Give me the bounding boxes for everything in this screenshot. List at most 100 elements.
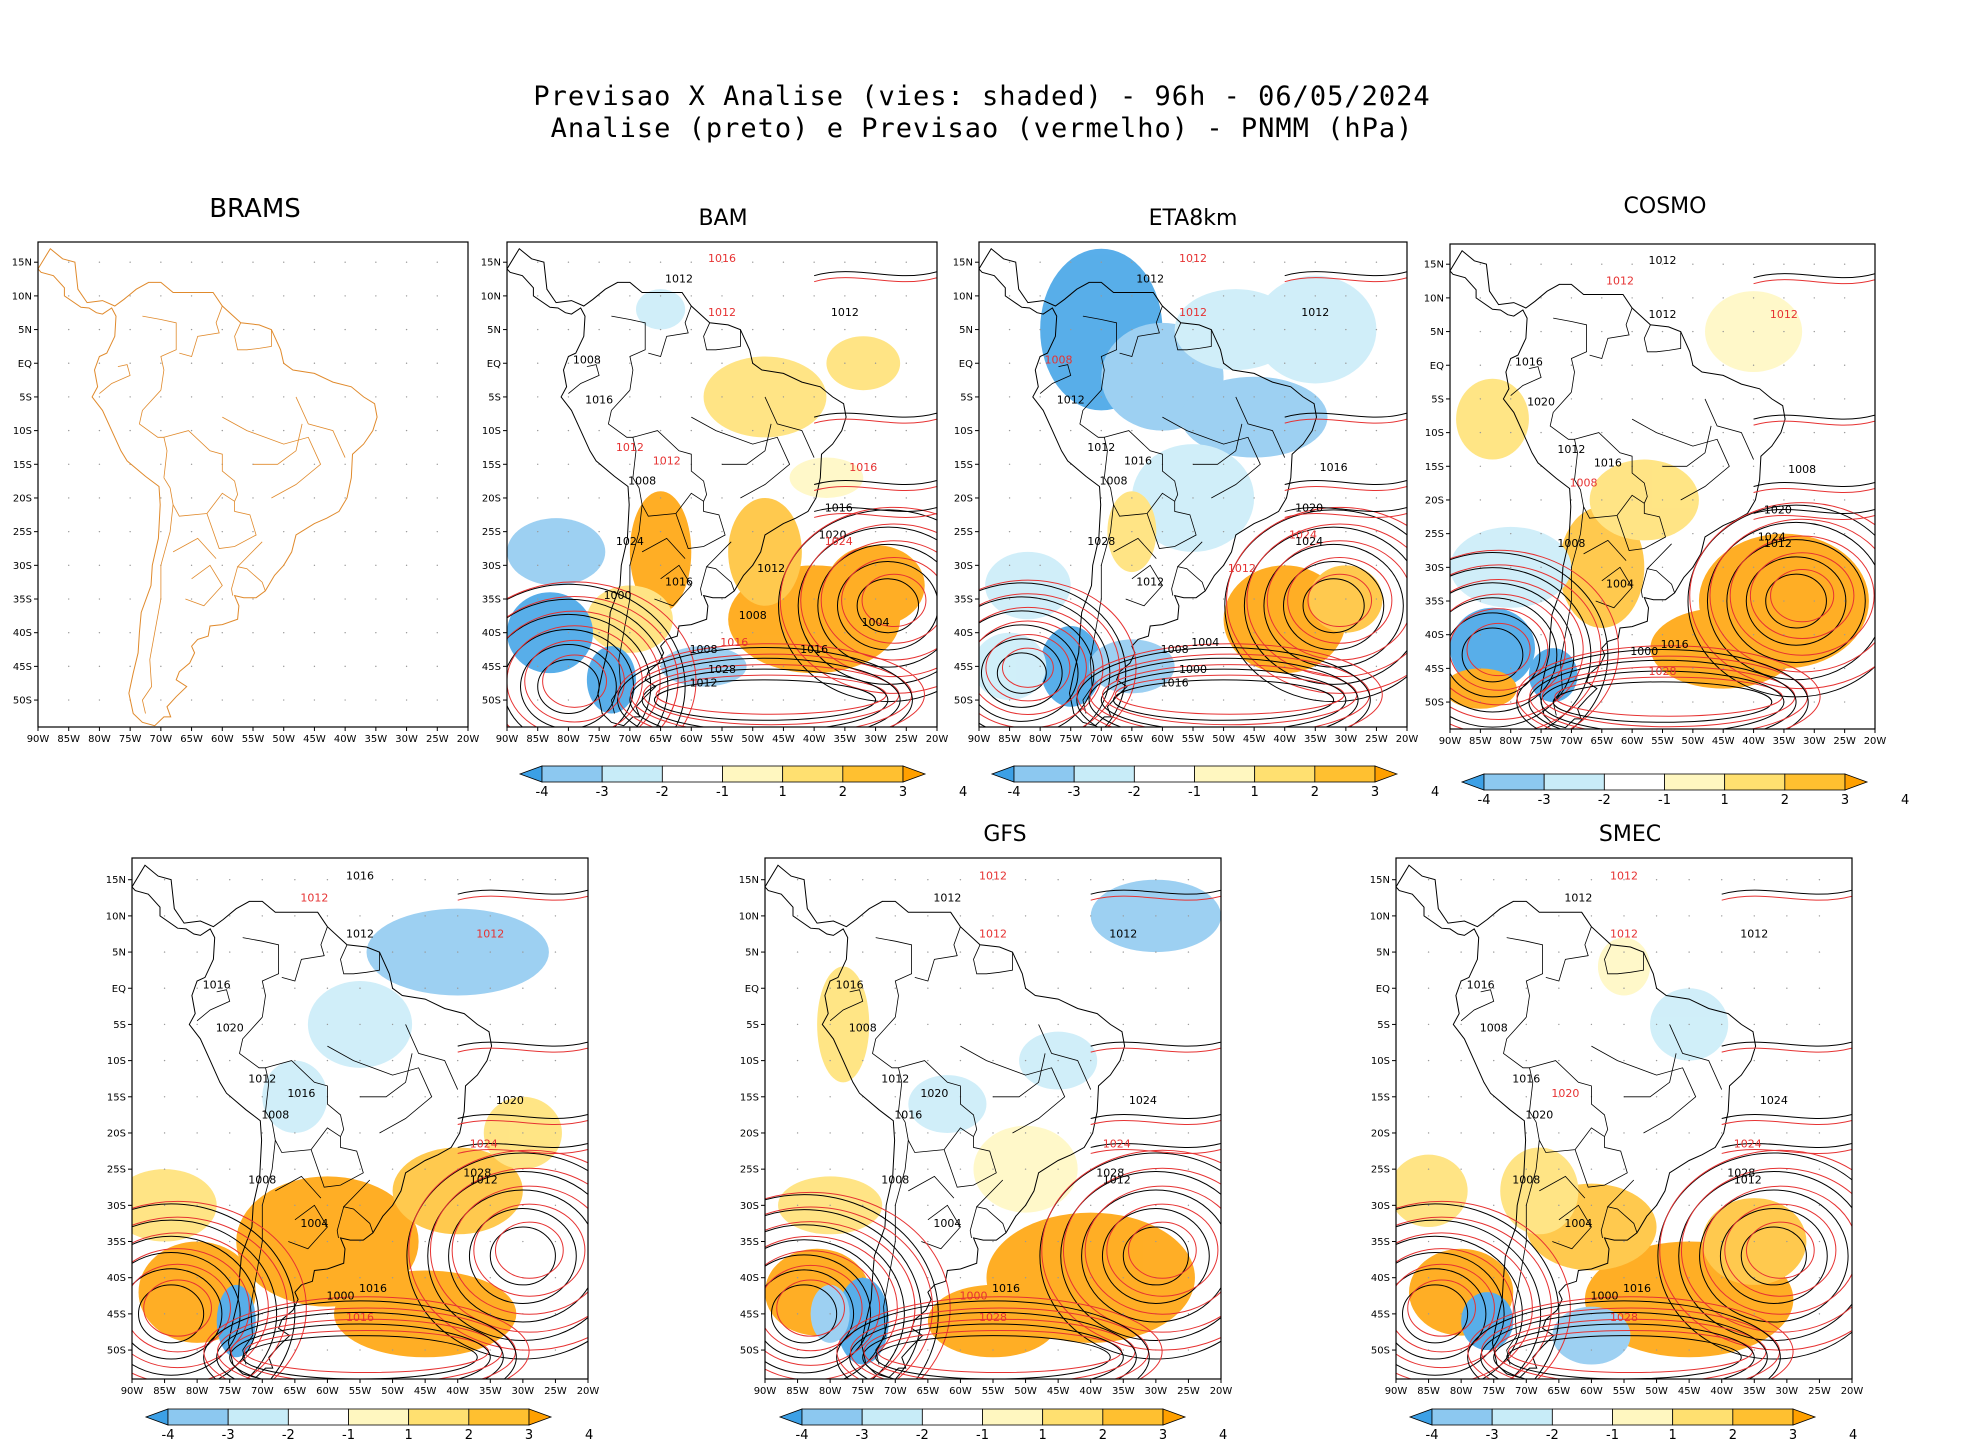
grid-dot — [359, 987, 361, 989]
lon-tick-label: 75W — [218, 1386, 241, 1397]
grid-dot — [261, 987, 263, 989]
grid-dot — [829, 915, 831, 917]
lat-tick-label: 5S — [960, 392, 973, 403]
lon-tick-label: 45W — [303, 734, 326, 745]
bias-shade-area — [629, 491, 692, 613]
grid-dot — [1187, 1240, 1190, 1243]
grid-dot — [489, 1059, 491, 1062]
grid-dot — [1818, 1023, 1821, 1026]
country-border — [259, 329, 272, 349]
grid-dot — [489, 915, 491, 917]
isobar-label: 1024 — [616, 535, 644, 548]
country-border — [275, 1175, 322, 1199]
grid-dot — [1479, 566, 1482, 569]
grid-dot — [1057, 1313, 1059, 1315]
lat-tick-label: 35S — [1371, 1237, 1390, 1248]
country-border — [898, 1111, 974, 1153]
analysis-isobar — [629, 657, 901, 727]
country-border — [242, 937, 279, 1018]
isobar-label: 1016 — [585, 394, 613, 407]
analysis-isobar — [1450, 597, 1558, 713]
grid-dot — [959, 1168, 962, 1170]
grid-dot — [1122, 1096, 1124, 1098]
analysis-isobar — [448, 1189, 588, 1323]
country-border — [142, 315, 177, 391]
country-border — [675, 501, 726, 549]
grid-dot — [1039, 328, 1041, 331]
forecast-isobar — [132, 1263, 231, 1353]
isobar-label: 1016 — [1661, 638, 1689, 651]
grid-dot — [405, 497, 408, 499]
grid-dot — [196, 951, 198, 953]
grid-dot — [959, 1204, 962, 1207]
grid-dot — [359, 1240, 361, 1243]
grid-dot — [1187, 1204, 1190, 1207]
grid-dot — [1427, 1240, 1430, 1243]
analysis-isobar — [1090, 1041, 1221, 1047]
lat-tick-label: 10S — [107, 1056, 126, 1067]
colorbar-swatch — [1483, 773, 1545, 791]
grid-dot — [1753, 951, 1755, 953]
lon-tick-label: 55W — [1613, 1386, 1636, 1397]
lat-tick-label: 40S — [1425, 630, 1444, 641]
grid-dot — [1039, 564, 1041, 567]
lat-tick-label: EQ — [1430, 361, 1444, 372]
grid-dot — [424, 915, 426, 917]
lon-tick-label: 70W — [1515, 1386, 1538, 1397]
isobar-label: 1012 — [653, 454, 681, 467]
grid-dot — [844, 497, 846, 499]
grid-dot — [537, 362, 539, 364]
grid-dot — [313, 362, 316, 364]
colorbar-right-arrow — [1792, 1408, 1817, 1426]
grid-dot — [927, 1132, 929, 1134]
grid-dot — [690, 699, 692, 701]
grid-dot — [391, 1349, 394, 1351]
country-border — [1643, 324, 1669, 353]
isobar-label: 1000 — [1630, 645, 1658, 658]
grid-dot — [98, 261, 101, 263]
analysis-isobar — [836, 1300, 1150, 1379]
isobar-label: 1008 — [1480, 1022, 1508, 1035]
panel-title-smec: SMEC — [1598, 822, 1662, 847]
grid-dot — [1100, 261, 1102, 263]
country-border — [234, 322, 260, 351]
grid-dot — [391, 1059, 394, 1062]
grid-dot — [1222, 530, 1225, 533]
forecast-isobar — [507, 625, 643, 727]
grid-dot — [457, 1204, 459, 1207]
grid-dot — [1525, 1059, 1527, 1062]
grid-dot — [1721, 1168, 1723, 1170]
lat-tick-label: 10S — [13, 426, 32, 437]
grid-dot — [1818, 1096, 1821, 1098]
grid-dot — [1155, 915, 1157, 917]
grid-dot — [721, 497, 723, 499]
grid-dot — [1222, 396, 1225, 398]
grid-dot — [721, 328, 723, 331]
colorbar-swatch — [348, 1408, 410, 1426]
grid-dot — [163, 1059, 166, 1062]
grid-dot — [424, 1096, 426, 1098]
grid-dot — [905, 328, 907, 331]
grid-dot — [1688, 915, 1690, 917]
lon-tick-label: 85W — [57, 734, 80, 745]
colorbar-gfs: -4 -3 -2 -1 1 2 3 4 — [778, 1408, 1227, 1443]
coastline — [765, 864, 1126, 1379]
grid-dot — [1661, 297, 1664, 299]
grid-dot — [598, 328, 600, 331]
grid-dot — [1460, 915, 1462, 917]
grid-dot — [1122, 951, 1124, 953]
grid-dot — [1057, 1168, 1059, 1170]
grid-dot — [659, 295, 662, 297]
grid-dot — [1601, 431, 1603, 434]
grid-dot — [567, 530, 570, 533]
grid-dot — [1753, 1240, 1755, 1243]
grid-dot — [1187, 951, 1190, 953]
grid-dot — [1590, 1276, 1593, 1279]
grid-dot — [1661, 263, 1664, 265]
analysis-isobar — [1396, 1203, 1560, 1379]
grid-dot — [129, 665, 131, 668]
grid-dot — [457, 915, 459, 917]
analysis-isobar — [457, 1142, 588, 1148]
grid-dot — [1510, 330, 1512, 333]
grid-dot — [1090, 951, 1092, 953]
